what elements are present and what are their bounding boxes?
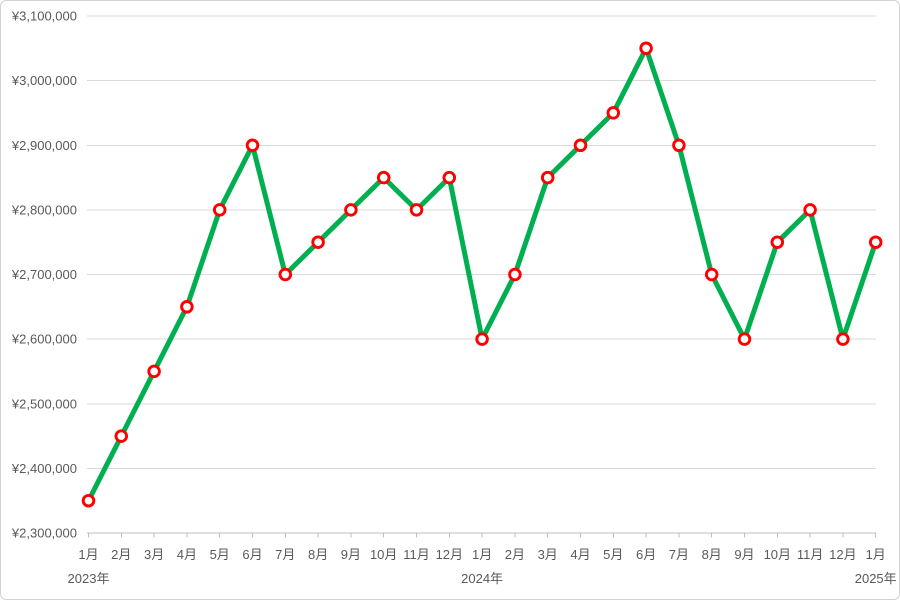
data-point-marker — [540, 170, 555, 185]
y-axis-tick-label: ¥2,800,000 — [11, 202, 77, 217]
x-axis-month-label: 8月 — [702, 547, 722, 562]
y-axis-tick-label: ¥2,300,000 — [11, 526, 77, 541]
x-axis-month-label: 9月 — [341, 547, 361, 562]
data-point-marker — [311, 235, 325, 249]
x-axis-year-label: 2025年 — [855, 571, 897, 586]
data-point-marker — [475, 332, 489, 346]
x-axis-month-label: 6月 — [636, 547, 656, 562]
x-axis-month-label: 1月 — [472, 547, 492, 562]
data-point-marker — [836, 332, 850, 346]
data-point-marker — [672, 138, 686, 153]
y-axis-tick-label: ¥2,500,000 — [11, 396, 77, 411]
data-point-marker — [212, 203, 227, 217]
x-axis-month-label: 2月 — [111, 547, 131, 562]
data-point-marker — [803, 203, 817, 217]
x-axis-month-label: 9月 — [734, 547, 754, 562]
y-axis-tick-label: ¥2,700,000 — [11, 267, 77, 282]
data-point-marker — [180, 300, 194, 314]
data-point-marker — [508, 267, 522, 282]
x-axis-month-label: 10月 — [764, 547, 791, 562]
data-point-marker — [114, 429, 129, 443]
x-axis-month-label: 5月 — [603, 547, 623, 562]
y-axis-tick-label: ¥3,000,000 — [11, 73, 77, 88]
data-point-marker — [344, 203, 358, 217]
x-axis-month-label: 12月 — [829, 547, 856, 562]
x-axis-month-label: 3月 — [144, 547, 164, 562]
y-axis-tick-label: ¥2,900,000 — [11, 138, 77, 153]
x-axis-month-label: 11月 — [797, 547, 824, 562]
x-axis-year-label: 2024年 — [461, 571, 503, 586]
data-point-marker — [573, 138, 588, 153]
x-axis-year-label: 2023年 — [68, 571, 110, 586]
data-point-marker — [376, 170, 391, 185]
x-axis-month-label: 7月 — [669, 547, 689, 562]
data-point-marker — [737, 332, 752, 346]
data-point-marker — [639, 41, 653, 56]
data-point-marker — [245, 138, 260, 153]
data-point-marker — [606, 106, 621, 120]
x-axis-month-label: 2月 — [505, 547, 525, 562]
x-axis-month-label: 4月 — [177, 547, 197, 562]
y-axis-tick-label: ¥2,400,000 — [11, 461, 77, 476]
x-axis-month-label: 3月 — [538, 547, 558, 562]
x-axis-month-label: 8月 — [308, 547, 328, 562]
y-axis-tick-label: ¥3,100,000 — [11, 9, 77, 24]
x-axis-month-label: 1月 — [866, 547, 886, 562]
data-point-marker — [770, 235, 785, 249]
x-axis-month-label: 4月 — [570, 547, 590, 562]
data-point-marker — [147, 364, 161, 379]
data-point-marker — [442, 170, 457, 185]
x-axis-month-label: 12月 — [436, 547, 463, 562]
data-point-marker — [278, 267, 293, 282]
data-point-marker — [409, 203, 424, 217]
x-axis-month-label: 6月 — [242, 547, 262, 562]
data-point-marker — [81, 493, 96, 508]
x-axis-month-label: 1月 — [78, 547, 98, 562]
x-axis-month-label: 5月 — [210, 547, 230, 562]
y-axis-tick-label: ¥2,600,000 — [11, 332, 77, 347]
x-axis-month-label: 10月 — [370, 547, 397, 562]
x-axis-month-label: 7月 — [275, 547, 295, 562]
x-axis-month-label: 11月 — [403, 547, 430, 562]
data-point-marker — [704, 267, 719, 282]
data-point-marker — [868, 235, 883, 249]
